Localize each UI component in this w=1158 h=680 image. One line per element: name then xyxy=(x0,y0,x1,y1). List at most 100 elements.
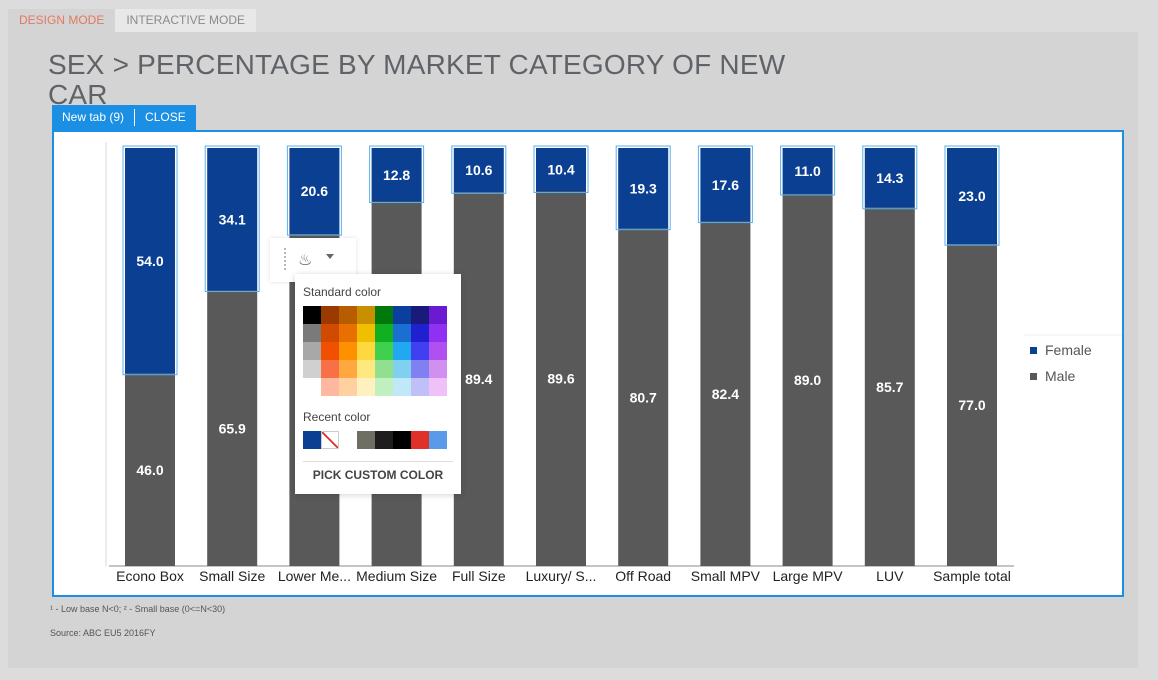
color-swatch[interactable] xyxy=(303,360,321,378)
data-label-male: 89.4 xyxy=(465,371,492,387)
color-swatch[interactable] xyxy=(411,324,429,342)
bar-female[interactable] xyxy=(782,148,833,194)
color-swatch[interactable] xyxy=(411,306,429,324)
recent-color-swatch[interactable] xyxy=(357,431,375,449)
legend-swatch xyxy=(1030,347,1037,354)
bar-female[interactable] xyxy=(536,148,586,192)
selection-outline xyxy=(780,145,836,196)
color-swatch[interactable] xyxy=(393,360,411,378)
selection-outline xyxy=(533,145,589,193)
color-swatch[interactable] xyxy=(339,306,357,324)
color-swatch[interactable] xyxy=(429,342,447,360)
color-swatch[interactable] xyxy=(375,324,393,342)
color-swatch[interactable] xyxy=(321,324,339,342)
color-swatch[interactable] xyxy=(393,342,411,360)
bar-male[interactable] xyxy=(207,290,258,566)
legend-label: Male xyxy=(1045,368,1076,384)
bar-female[interactable] xyxy=(207,148,258,291)
recent-color-swatch[interactable] xyxy=(375,431,393,449)
data-label-male: 46.0 xyxy=(136,462,163,478)
x-tick-label: Full Size xyxy=(452,568,506,584)
data-label-female: 12.8 xyxy=(383,167,410,183)
bar-male[interactable] xyxy=(782,193,833,567)
palette-divider xyxy=(303,461,453,462)
recent-color-swatch[interactable] xyxy=(393,431,411,449)
color-palette-popup: Standard color Recent color PICK CUSTOM … xyxy=(295,274,461,494)
recent-color-swatch[interactable] xyxy=(339,431,357,449)
bar-female[interactable] xyxy=(289,148,340,235)
color-swatch[interactable] xyxy=(393,306,411,324)
tab-separator xyxy=(134,109,136,126)
recent-color-swatch[interactable] xyxy=(411,431,429,449)
x-tick-label: Small MPV xyxy=(691,568,761,584)
data-label-female: 23.0 xyxy=(958,188,985,204)
color-swatch[interactable] xyxy=(303,378,321,396)
color-swatch[interactable] xyxy=(429,324,447,342)
color-swatch[interactable] xyxy=(393,324,411,342)
color-swatch[interactable] xyxy=(357,324,375,342)
color-swatch[interactable] xyxy=(339,342,357,360)
bar-female[interactable] xyxy=(371,148,422,202)
new-tab-button[interactable]: New tab (9) xyxy=(62,110,125,124)
color-swatch[interactable] xyxy=(357,360,375,378)
color-swatch[interactable] xyxy=(429,360,447,378)
color-swatch[interactable] xyxy=(303,342,321,360)
x-tick-label: Lower Me... xyxy=(278,568,351,584)
bar-male[interactable] xyxy=(864,207,915,567)
data-label-male: 80.7 xyxy=(630,389,657,405)
color-swatch[interactable] xyxy=(375,360,393,378)
pick-custom-color-button[interactable]: PICK CUSTOM COLOR xyxy=(312,468,444,482)
data-label-female: 34.1 xyxy=(219,211,246,227)
bar-male[interactable] xyxy=(536,191,586,567)
legend-label: Female xyxy=(1045,342,1092,358)
color-swatch[interactable] xyxy=(411,378,429,396)
design-mode-tab[interactable]: DESIGN MODE xyxy=(8,9,116,32)
color-swatch[interactable] xyxy=(339,378,357,396)
color-swatch[interactable] xyxy=(321,342,339,360)
color-swatch[interactable] xyxy=(321,306,339,324)
recent-color-swatch[interactable] xyxy=(303,431,321,449)
data-label-male: 77.0 xyxy=(958,397,985,413)
x-tick-label: Econo Box xyxy=(116,568,184,584)
interactive-mode-tab[interactable]: INTERACTIVE MODE xyxy=(115,9,257,32)
bar-male[interactable] xyxy=(947,244,997,566)
bar-female[interactable] xyxy=(453,148,504,193)
bar-male[interactable] xyxy=(700,221,751,566)
color-swatch[interactable] xyxy=(357,378,375,396)
bar-female[interactable] xyxy=(700,148,751,222)
no-color-swatch[interactable] xyxy=(321,431,339,449)
color-swatch[interactable] xyxy=(375,342,393,360)
bar-female[interactable] xyxy=(125,148,175,374)
color-swatch[interactable] xyxy=(321,360,339,378)
color-swatch[interactable] xyxy=(357,306,375,324)
bar-female[interactable] xyxy=(864,148,915,208)
selection-outline xyxy=(122,145,178,376)
color-swatch[interactable] xyxy=(321,378,339,396)
data-label-female: 10.4 xyxy=(547,162,574,178)
color-swatch[interactable] xyxy=(375,378,393,396)
color-swatch[interactable] xyxy=(393,378,411,396)
bar-male[interactable] xyxy=(125,373,175,566)
color-swatch[interactable] xyxy=(303,324,321,342)
color-swatch[interactable] xyxy=(357,342,375,360)
bar-female[interactable] xyxy=(947,148,997,245)
paint-bucket-icon[interactable]: ♨ xyxy=(298,252,313,269)
bar-male[interactable] xyxy=(453,192,504,567)
color-swatch[interactable] xyxy=(429,378,447,396)
color-swatch[interactable] xyxy=(339,360,357,378)
color-swatch[interactable] xyxy=(339,324,357,342)
color-swatch[interactable] xyxy=(375,306,393,324)
drag-handle[interactable] xyxy=(284,248,286,270)
close-button[interactable]: CLOSE xyxy=(145,110,186,124)
data-label-male: 82.4 xyxy=(712,386,739,402)
bar-male[interactable] xyxy=(618,228,669,566)
chevron-down-icon[interactable] xyxy=(326,254,334,259)
recent-color-swatch[interactable] xyxy=(429,431,447,449)
color-swatch[interactable] xyxy=(303,306,321,324)
color-swatch[interactable] xyxy=(411,342,429,360)
color-swatch[interactable] xyxy=(411,360,429,378)
color-swatch[interactable] xyxy=(429,306,447,324)
bar-female[interactable] xyxy=(618,148,669,229)
x-tick-label: Large MPV xyxy=(773,568,844,584)
